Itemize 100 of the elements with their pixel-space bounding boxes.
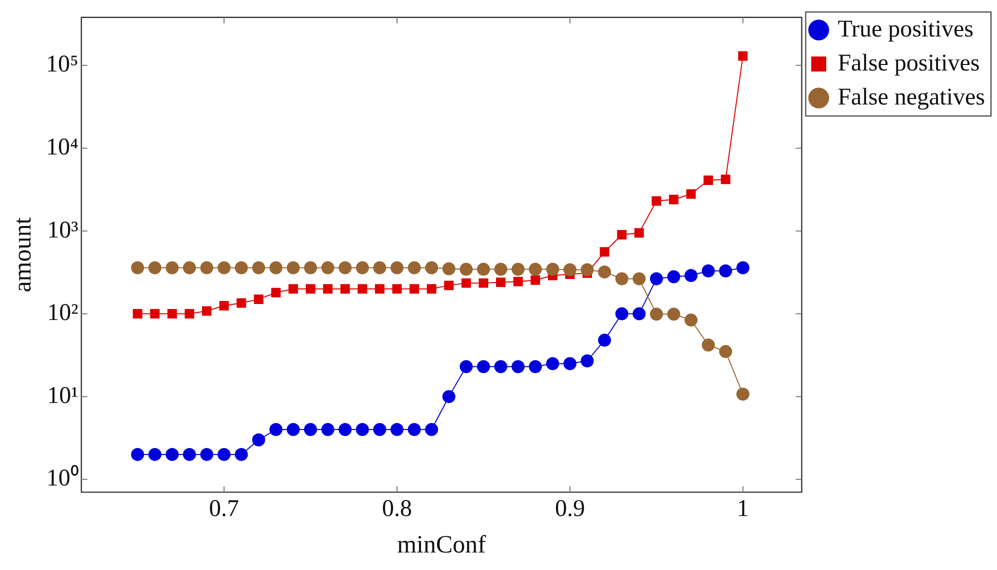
y-tick-label: 10³	[47, 217, 78, 244]
point	[218, 448, 231, 461]
point	[410, 284, 420, 294]
point	[252, 261, 266, 274]
point	[166, 261, 179, 274]
point	[719, 264, 732, 278]
point	[286, 261, 300, 274]
point	[321, 261, 334, 274]
point	[269, 423, 282, 436]
y-tick-label: 10²	[47, 300, 78, 326]
y-tick-label: 10⁰	[46, 464, 78, 492]
point	[166, 448, 179, 461]
point	[598, 334, 612, 347]
point	[442, 390, 456, 404]
point	[460, 262, 473, 276]
point	[598, 265, 612, 278]
point	[390, 423, 404, 436]
point	[374, 284, 384, 294]
point	[563, 357, 576, 370]
legend-label: True positives	[838, 16, 974, 42]
point	[632, 307, 646, 320]
point	[736, 261, 750, 274]
point	[686, 189, 696, 199]
point	[234, 261, 248, 274]
point	[182, 261, 196, 274]
point	[684, 269, 698, 282]
point	[356, 261, 369, 274]
point	[288, 284, 298, 294]
point	[512, 262, 525, 276]
point	[132, 309, 142, 319]
point	[184, 309, 194, 319]
point	[304, 261, 318, 274]
point	[650, 308, 663, 321]
legend-label: False positives	[838, 50, 980, 76]
point	[286, 423, 300, 436]
point	[321, 423, 334, 436]
point	[528, 262, 542, 276]
point	[494, 262, 508, 276]
point	[667, 270, 680, 284]
point	[736, 388, 750, 401]
point	[444, 280, 454, 290]
point	[304, 423, 318, 436]
point	[148, 448, 162, 461]
point	[254, 294, 264, 304]
point	[496, 278, 506, 288]
y-tick-label: 10⁵	[46, 52, 78, 78]
point	[131, 448, 144, 461]
point	[271, 288, 281, 298]
point	[719, 345, 732, 358]
point	[426, 284, 436, 294]
point	[390, 261, 404, 274]
point	[476, 360, 490, 374]
point	[219, 301, 229, 311]
point	[461, 278, 471, 288]
point	[668, 194, 678, 204]
x-tick-label: 0.7	[209, 496, 240, 522]
point	[218, 261, 231, 274]
point	[738, 51, 748, 61]
point	[704, 176, 714, 185]
point	[358, 284, 368, 294]
point	[306, 284, 316, 294]
point	[513, 276, 523, 286]
point	[425, 261, 438, 274]
point	[476, 262, 490, 276]
point	[580, 354, 594, 368]
point	[150, 309, 160, 319]
point	[563, 263, 576, 276]
point	[167, 309, 177, 319]
point	[667, 308, 680, 321]
point	[512, 360, 525, 374]
point	[373, 423, 386, 436]
point	[234, 448, 248, 461]
point	[200, 448, 214, 461]
y-tick-label: 10¹	[47, 382, 78, 409]
point	[148, 261, 162, 274]
point	[650, 272, 663, 286]
point	[546, 262, 560, 276]
point	[338, 261, 352, 274]
point	[182, 448, 196, 461]
point	[408, 261, 421, 274]
point	[528, 360, 542, 374]
point	[425, 423, 438, 436]
point	[615, 272, 628, 286]
point	[269, 261, 282, 274]
point	[702, 264, 715, 278]
point	[615, 307, 628, 320]
point	[702, 338, 715, 352]
x-tick-label: 0.9	[554, 496, 585, 522]
point	[408, 423, 421, 436]
point	[323, 284, 333, 294]
y-axis-title: amount	[10, 217, 37, 292]
point	[600, 247, 610, 257]
point	[442, 262, 456, 276]
point	[530, 275, 540, 285]
y-tick-label: 10⁴	[46, 134, 78, 160]
point	[632, 272, 646, 286]
point	[131, 261, 144, 274]
point	[460, 360, 473, 374]
legend-label: False negatives	[838, 84, 986, 110]
point	[720, 174, 730, 184]
